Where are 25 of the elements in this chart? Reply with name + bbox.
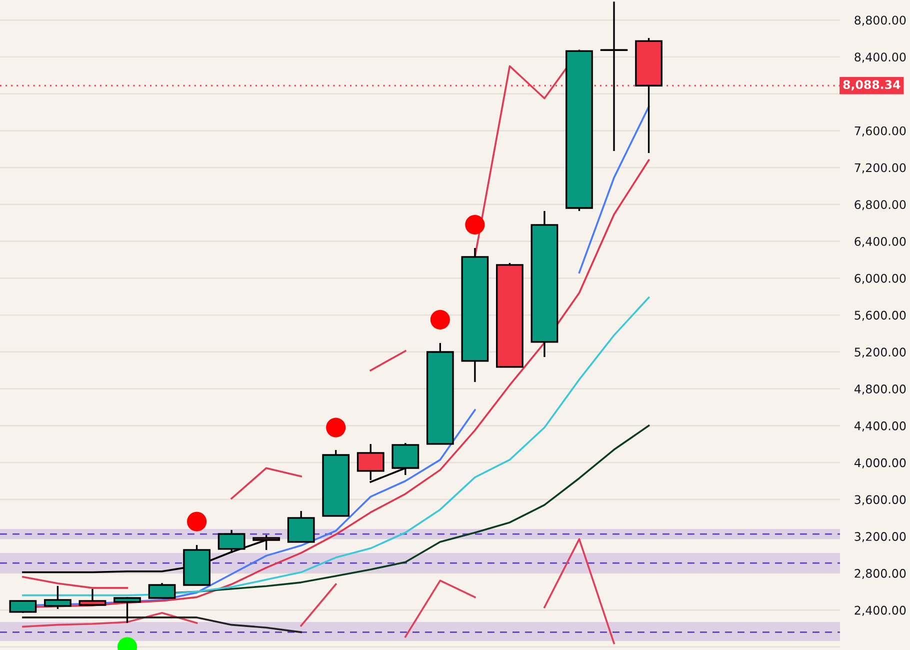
y-tick-label: 4,400.00 <box>854 421 906 432</box>
candlestick <box>600 0 628 152</box>
y-tick-label: 6,800.00 <box>854 200 906 210</box>
point <box>465 214 485 235</box>
y-tick-label: 6,400.00 <box>854 237 906 248</box>
y-tick-label: 7,600.00 <box>854 126 906 137</box>
y-tick-label: 8,400.00 <box>854 52 906 63</box>
y-tick-label: 4,800.00 <box>854 384 906 395</box>
line-series <box>22 616 302 634</box>
y-tick-label: 5,600.00 <box>854 310 906 321</box>
point <box>430 310 450 330</box>
y-tick-label: 3,600.00 <box>854 495 906 506</box>
y-tick-label: 7,200.00 <box>854 163 906 174</box>
point <box>326 418 346 438</box>
y-tick-label: 3,200.00 <box>854 532 906 542</box>
y-tick-label: 8,800.00 <box>854 16 906 26</box>
line-series <box>22 296 650 596</box>
y-tick-label: 2,400.00 <box>854 606 906 616</box>
point <box>186 512 207 532</box>
y-tick-label: 6,000.00 <box>854 274 906 284</box>
ref-line-label: 8,088.34 <box>843 80 900 91</box>
candlestick <box>252 534 280 551</box>
y-tick-label: 4,000.00 <box>854 458 906 468</box>
y-tick-label: 5,200.00 <box>854 348 906 358</box>
y-tick-label: 2,800.00 <box>854 568 906 580</box>
